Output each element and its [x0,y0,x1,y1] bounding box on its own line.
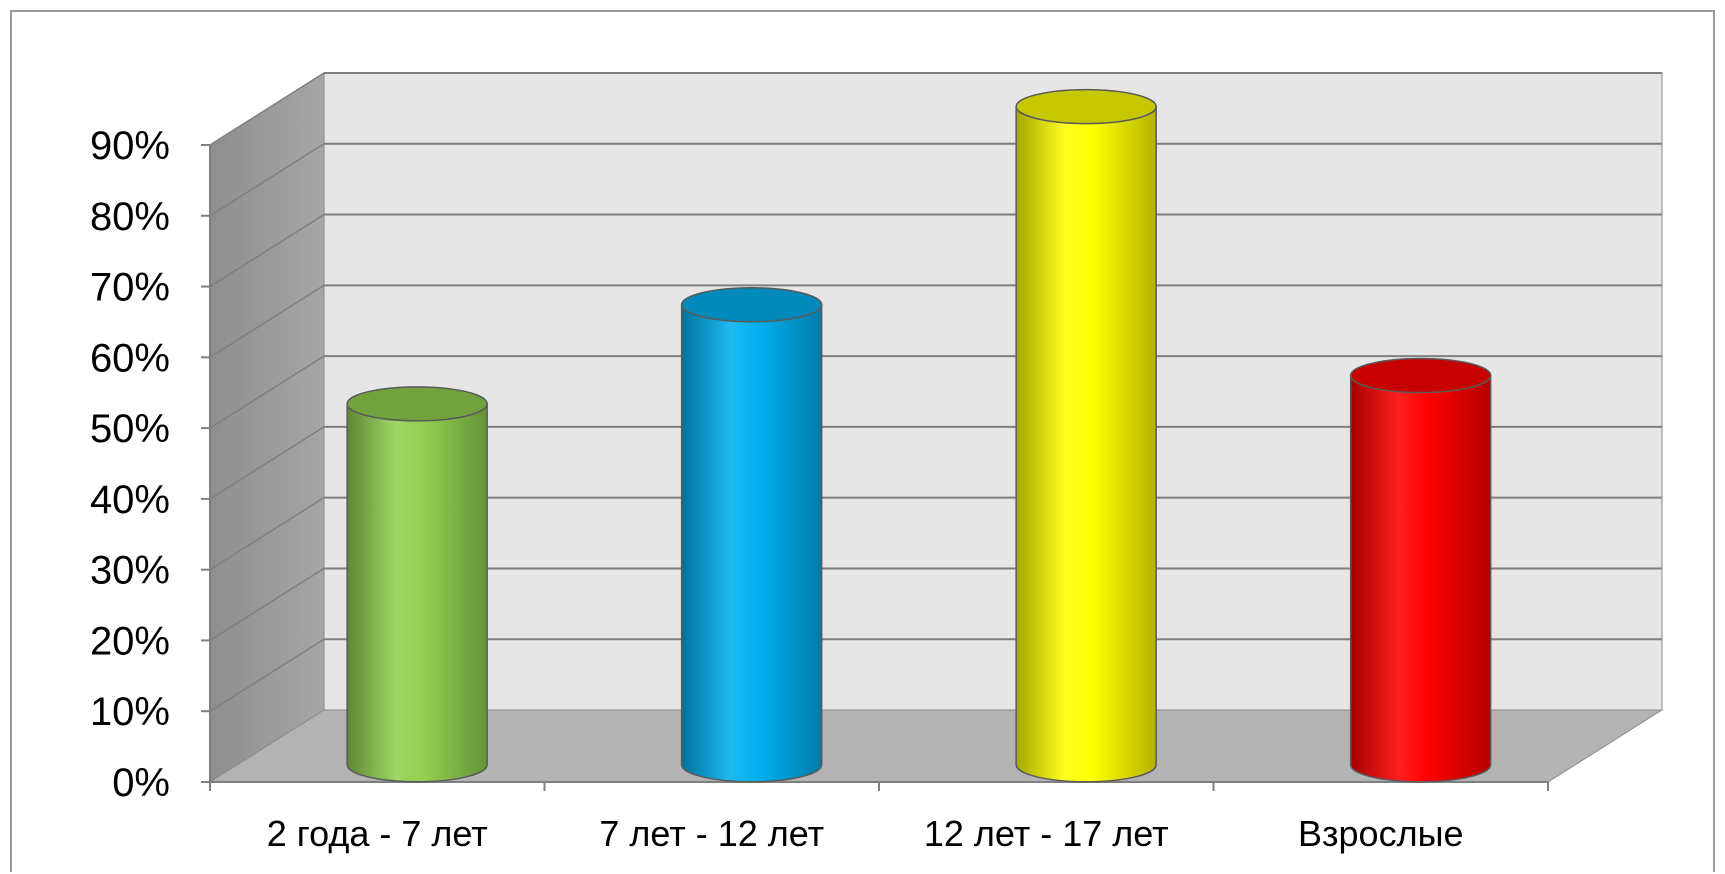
y-tick-label: 50% [90,407,170,451]
y-axis: 0% 10% 20% 30% 40% 50% 60% 70% 80% 90% [90,124,211,805]
y-tick-label: 30% [90,549,170,593]
bars [346,88,1492,783]
y-tick-label: 60% [90,336,170,380]
x-axis [209,781,1549,791]
chart-walls [208,72,1664,783]
bar-3 [1015,88,1157,783]
y-tick-label: 70% [90,266,170,310]
y-tick-label: 40% [90,478,170,522]
gridline-side [209,638,325,712]
x-tick-labels: 2 года - 7 лет 7 лет - 12 лет 12 лет - 17 … [267,813,1464,854]
bar-top [1015,88,1157,125]
bar-4 [1349,357,1492,783]
gridline-side [209,284,325,358]
x-tick-label: 7 лет - 12 лет [599,813,824,854]
bar-top [346,386,488,422]
bar-1 [346,386,488,783]
gridline-side [209,72,325,146]
y-tick-label: 90% [90,124,170,168]
y-tick-label: 80% [90,195,170,239]
x-tick-label: 2 года - 7 лет [267,813,488,854]
gridline-side [209,355,325,429]
x-tick-label: Взрослые [1298,813,1463,854]
gridline-side [209,213,325,288]
gridline-side [209,426,325,500]
bar-body [680,303,823,783]
y-tick-label: 10% [90,690,170,734]
gridline-side [209,567,325,642]
bar-top [1349,357,1492,394]
bar-body [346,403,488,783]
bar-top [680,286,823,323]
y-tick-label: 0% [112,761,170,805]
x-tick-label: 12 лет - 17 лет [924,813,1169,854]
bar-2 [680,286,823,783]
gridline-side [209,497,325,571]
y-tick-label: 20% [90,619,170,663]
bar-body [1349,374,1492,783]
bar-body [1015,105,1157,783]
gridline-side [209,143,325,217]
